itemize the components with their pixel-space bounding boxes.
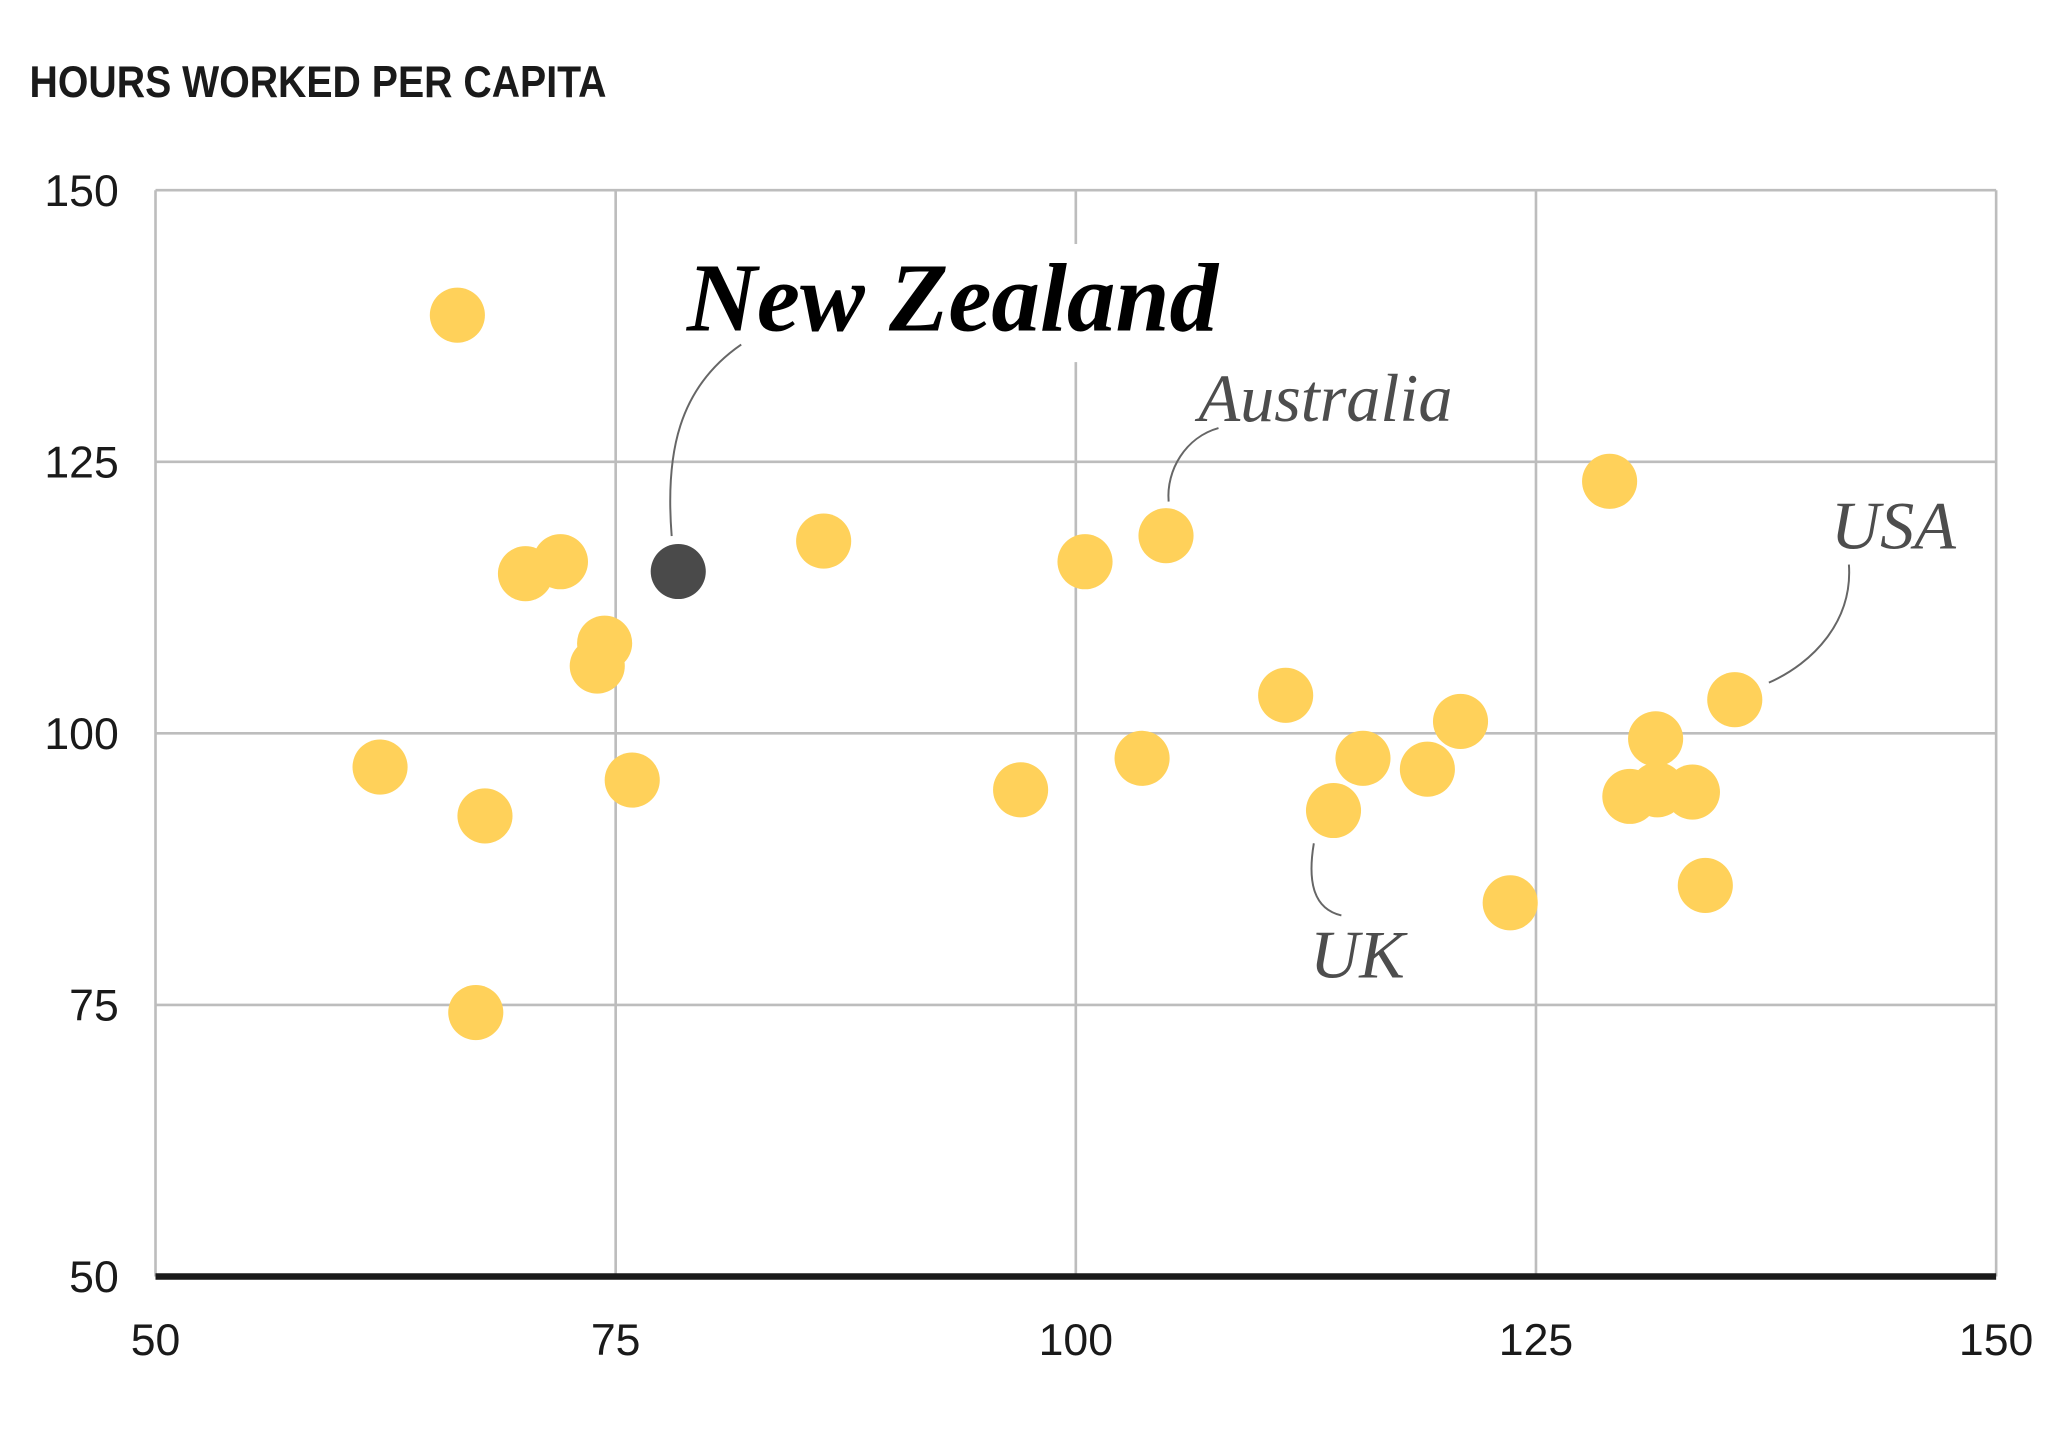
x-tick-label: 125 (1499, 1316, 1573, 1365)
x-tick-label: 150 (1959, 1316, 2033, 1365)
point-label: UK (1310, 916, 1408, 992)
data-point (1432, 693, 1489, 749)
annotations: New Zealand Australia UK USA (669, 244, 1956, 992)
leader-line (1768, 564, 1851, 684)
label-background (676, 244, 1300, 363)
data-point (796, 513, 852, 569)
leader-line (1310, 843, 1342, 917)
point-label: Australia (1194, 360, 1452, 436)
data-point (1305, 782, 1362, 839)
data-point (352, 739, 408, 795)
y-tick-label: 150 (44, 167, 118, 216)
data-point (429, 287, 485, 343)
point-label: USA (1831, 487, 1956, 563)
data-point (1482, 875, 1538, 931)
data-point (993, 762, 1049, 818)
chart-title: HOURS WORKED PER CAPITA (30, 57, 607, 107)
x-tick-label: 50 (131, 1316, 181, 1365)
data-point (1707, 672, 1763, 728)
data-point (1664, 764, 1720, 820)
y-tick-label: 50 (69, 1253, 119, 1302)
data-point (1677, 857, 1733, 913)
data-point (457, 788, 513, 844)
tick-labels: 50 75 100 125 150 50 75 100 125 150 (44, 167, 2033, 1365)
data-point (569, 638, 625, 694)
data-point (532, 534, 588, 590)
y-tick-label: 125 (44, 439, 118, 488)
data-point (1057, 534, 1113, 590)
leader-line (669, 343, 742, 537)
leader-line (1167, 427, 1219, 502)
data-point (604, 752, 660, 808)
points (352, 287, 1763, 1041)
data-point (1114, 730, 1170, 786)
x-tick-label: 100 (1039, 1316, 1113, 1365)
x-tick-label: 75 (591, 1316, 641, 1365)
y-tick-label: 100 (44, 710, 118, 759)
data-point (448, 984, 504, 1041)
point-label: New Zealand (686, 244, 1220, 352)
data-point (1138, 508, 1194, 564)
data-point (1399, 741, 1455, 797)
data-point (1628, 711, 1684, 767)
data-point-highlight (650, 543, 706, 600)
data-point (1582, 453, 1638, 509)
data-point (1335, 730, 1391, 786)
data-point (1258, 667, 1314, 723)
y-tick-label: 75 (69, 982, 119, 1031)
